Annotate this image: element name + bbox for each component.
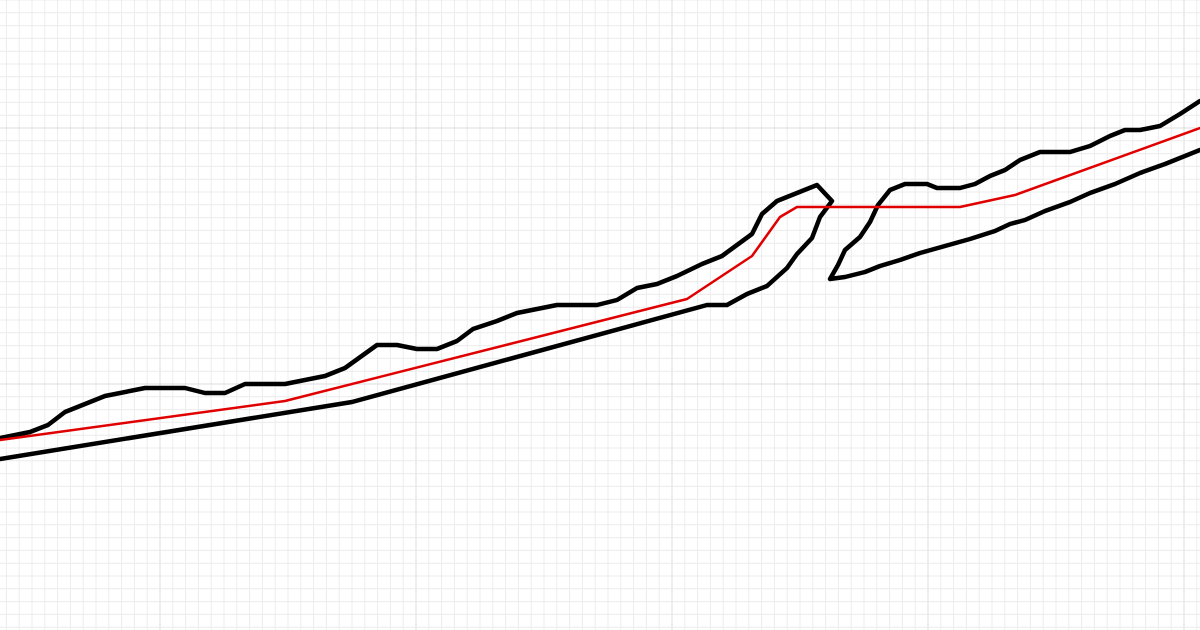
red-centerline <box>0 126 1200 442</box>
black-outline-left <box>0 182 835 462</box>
black-outline-right <box>827 98 1200 282</box>
